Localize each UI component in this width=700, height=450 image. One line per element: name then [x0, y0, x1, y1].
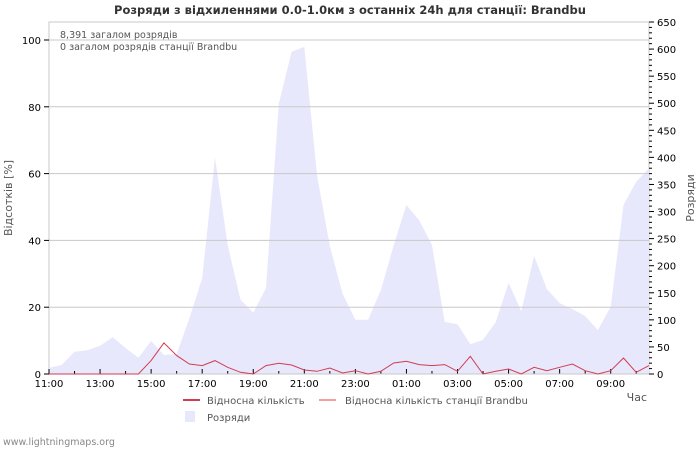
- y-tick-label-left: 80: [28, 103, 41, 114]
- x-tick-label: 23:00: [341, 379, 370, 390]
- x-tick-label: 17:00: [188, 379, 217, 390]
- y-tick-label-right: 0: [657, 370, 663, 381]
- y-tick-label-left: 0: [35, 370, 41, 381]
- x-tick-label: 09:00: [596, 379, 625, 390]
- chart-title: Розряди з відхиленнями 0.0-1.0км з остан…: [114, 3, 586, 17]
- x-tick-label: 21:00: [290, 379, 319, 390]
- x-tick-label: 03:00: [443, 379, 472, 390]
- y-tick-label-right: 600: [657, 45, 676, 56]
- y-tick-label-left: 20: [28, 303, 41, 314]
- y-tick-label-right: 200: [657, 262, 676, 273]
- y-axis-label-right: Розряди: [684, 174, 697, 222]
- relative-count-line: [49, 342, 650, 375]
- y-tick-label-right: 450: [657, 126, 676, 137]
- x-tick-label: 19:00: [239, 379, 268, 390]
- x-tick-label: 13:00: [86, 379, 115, 390]
- x-tick-label: 05:00: [494, 379, 523, 390]
- legend-strikes-label: Розряди: [207, 413, 250, 424]
- y-tick-label-left: 60: [28, 170, 41, 181]
- y-tick-label-right: 250: [657, 235, 676, 246]
- x-tick-label: 15:00: [137, 379, 166, 390]
- y-tick-label-left: 100: [22, 36, 41, 47]
- footer-link[interactable]: www.lightningmaps.org: [3, 437, 115, 448]
- y-tick-label-right: 50: [657, 343, 670, 354]
- x-tick-label: 07:00: [545, 379, 574, 390]
- legend-strikes-swatch: [185, 411, 195, 422]
- y-tick-label-right: 550: [657, 72, 676, 83]
- total-strikes-text: 8,391 загалом розрядів: [60, 30, 178, 41]
- y-tick-label-right: 350: [657, 180, 676, 191]
- x-tick-label: 11:00: [35, 379, 64, 390]
- y-tick-label-right: 500: [657, 99, 676, 110]
- y-tick-label-right: 300: [657, 208, 676, 219]
- legend-station-label: Відносна кількість станції Brandbu: [345, 395, 528, 407]
- x-axis-label: Час: [627, 391, 647, 404]
- y-tick-label-right: 100: [657, 316, 676, 327]
- y-tick-label-right: 150: [657, 289, 676, 300]
- x-tick-label: 01:00: [392, 379, 421, 390]
- y-axis-label-left: Відсотків [%]: [2, 160, 15, 236]
- y-tick-label-left: 40: [28, 236, 41, 247]
- y-tick-label-right: 650: [657, 18, 676, 29]
- station-strikes-text: 0 загалом розрядів станції Brandbu: [60, 42, 237, 53]
- legend-relative-label: Відносна кількість: [207, 395, 305, 407]
- y-tick-label-right: 400: [657, 153, 676, 164]
- strikes-area: [49, 46, 649, 375]
